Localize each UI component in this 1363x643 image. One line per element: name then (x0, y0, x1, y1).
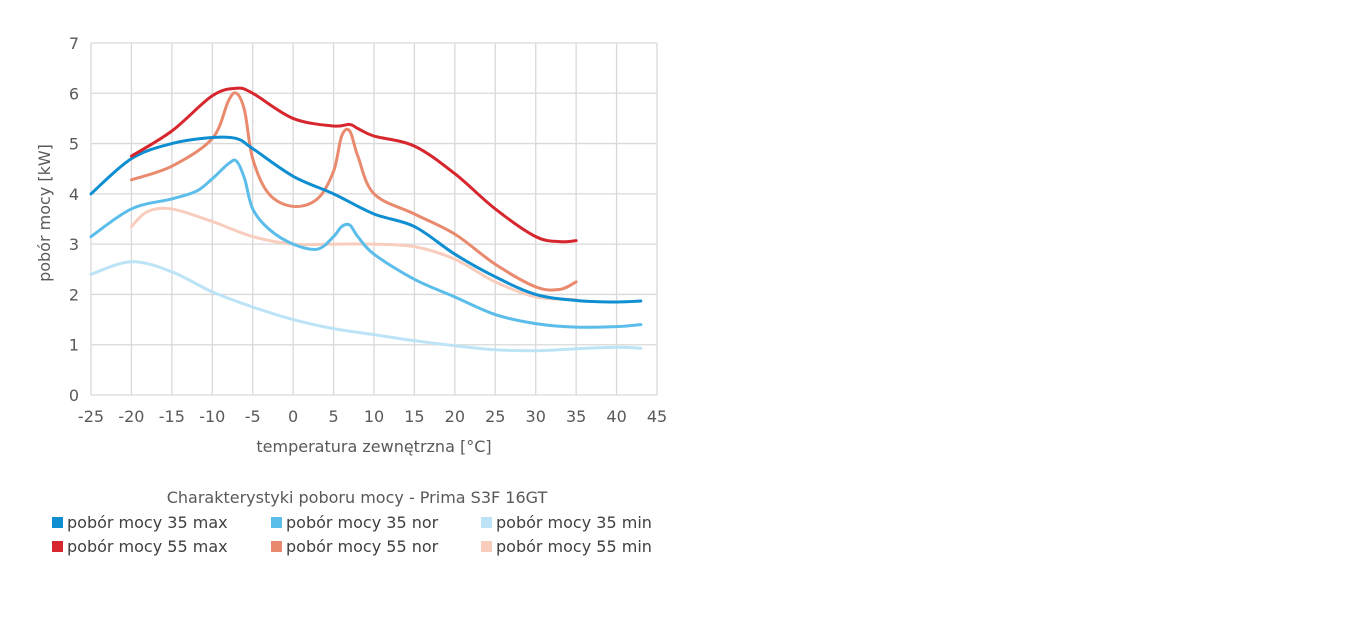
x-tick-label: 0 (288, 407, 298, 426)
series-line-pob-r-mocy-35-max (89, 135, 643, 304)
legend-swatch (52, 517, 63, 528)
series-line-pob-r-mocy-55-nor (129, 91, 578, 292)
x-tick-label: -10 (199, 407, 225, 426)
legend-label: pobór mocy 35 nor (286, 513, 439, 532)
y-tick-label: 0 (69, 386, 79, 405)
y-tick-label: 3 (69, 235, 79, 254)
legend-label: pobór mocy 35 min (496, 513, 652, 532)
legend-label: pobór mocy 55 max (67, 537, 228, 556)
y-tick-label: 2 (69, 285, 79, 304)
x-axis-title: temperatura zewnętrzna [°C] (256, 437, 491, 456)
legend-swatch (271, 541, 282, 552)
y-axis-title: pobór mocy [kW] (35, 144, 54, 282)
x-tick-label: 20 (445, 407, 465, 426)
grid (90, 42, 658, 396)
y-tick-label: 5 (69, 135, 79, 154)
legend-label: pobór mocy 35 max (67, 513, 228, 532)
x-tick-label: -15 (159, 407, 185, 426)
legend: pobór mocy 35 max pobór mocy 35 nor pobór … (52, 513, 652, 556)
y-tick-label: 4 (69, 185, 79, 204)
x-tick-label: -20 (118, 407, 144, 426)
series-line-pob-r-mocy-55-max (129, 86, 578, 244)
series-lines (89, 86, 643, 353)
x-tick-label: -25 (78, 407, 104, 426)
x-tick-label: 25 (485, 407, 505, 426)
y-tick-label: 6 (69, 84, 79, 103)
legend-label: pobór mocy 55 min (496, 537, 652, 556)
legend-swatch (481, 541, 492, 552)
series-line-pob-r-mocy-55-min (129, 206, 578, 301)
legend-swatch (271, 517, 282, 528)
y-tick-label: 1 (69, 336, 79, 355)
x-axis-ticks: -25 -20 -15 -10 -5 0 5 10 15 20 25 30 35 40 45 (78, 407, 667, 426)
chart-title: Charakterystyki poboru mocy - Prima S3F … (167, 488, 548, 507)
y-tick-label: 7 (69, 34, 79, 53)
x-tick-label: 30 (526, 407, 546, 426)
x-tick-label: -5 (245, 407, 261, 426)
series-line-pob-r-mocy-35-nor (89, 158, 643, 329)
x-tick-label: 10 (364, 407, 384, 426)
x-tick-label: 45 (647, 407, 667, 426)
x-tick-label: 5 (328, 407, 338, 426)
legend-swatch (481, 517, 492, 528)
legend-label: pobór mocy 55 nor (286, 537, 439, 556)
x-tick-label: 15 (404, 407, 424, 426)
legend-swatch (52, 541, 63, 552)
x-tick-label: 40 (606, 407, 626, 426)
series-line-pob-r-mocy-35-min (89, 260, 643, 353)
x-tick-label: 35 (566, 407, 586, 426)
y-axis-ticks: 0 1 2 3 4 5 6 7 (69, 34, 79, 405)
